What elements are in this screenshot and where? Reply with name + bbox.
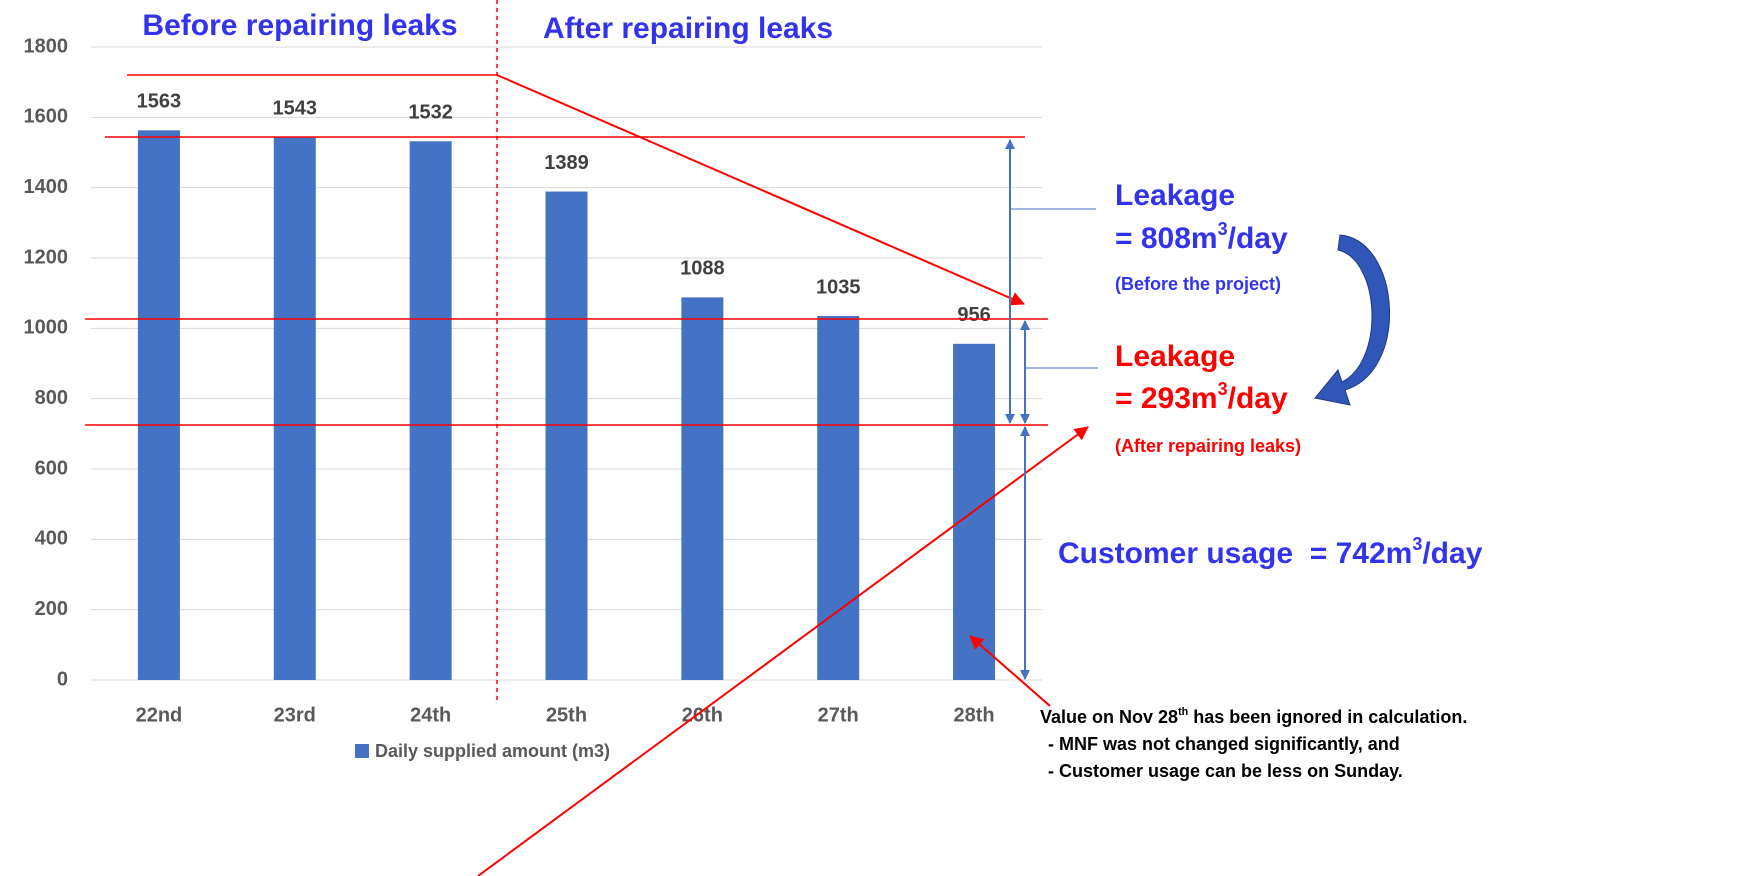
x-tick-label: 25th xyxy=(546,704,587,726)
bar xyxy=(681,297,724,680)
leakage-value: = 293m3/day xyxy=(1115,379,1288,415)
trend-arrow xyxy=(477,426,1089,876)
bar xyxy=(817,316,860,680)
bar xyxy=(409,141,452,680)
data-label: 1088 xyxy=(680,258,725,280)
data-label: 1035 xyxy=(816,276,861,298)
note-line: - MNF was not changed significantly, and xyxy=(1048,734,1400,754)
x-tick-label: 24th xyxy=(410,704,451,726)
x-tick-label: 26th xyxy=(682,704,723,726)
bar xyxy=(545,191,588,680)
note-line: - Customer usage can be less on Sunday. xyxy=(1048,761,1403,781)
data-label: 1543 xyxy=(273,98,318,120)
leakage-note: (After repairing leaks) xyxy=(1115,436,1301,456)
trend-arrow xyxy=(496,74,1025,306)
y-tick-label: 1800 xyxy=(24,35,69,57)
data-label: 956 xyxy=(957,304,990,326)
y-tick-label: 600 xyxy=(35,457,68,479)
bar xyxy=(137,130,180,681)
x-tick-label: 27th xyxy=(818,704,859,726)
data-label: 1532 xyxy=(408,102,453,124)
data-label: 1389 xyxy=(544,152,589,174)
y-tick-label: 1600 xyxy=(24,106,69,128)
note-arrow xyxy=(969,635,1051,707)
y-tick-label: 1400 xyxy=(24,176,69,198)
legend-swatch xyxy=(355,744,369,758)
y-tick-label: 200 xyxy=(35,598,68,620)
x-tick-label: 28th xyxy=(954,704,995,726)
y-tick-label: 0 xyxy=(57,668,68,690)
bar xyxy=(273,137,316,681)
leakage-label: Leakage xyxy=(1115,340,1235,373)
before-label: Before repairing leaks xyxy=(142,9,457,42)
y-tick-label: 1000 xyxy=(24,317,69,339)
y-tick-label: 400 xyxy=(35,528,68,550)
leakage-note: (Before the project) xyxy=(1115,274,1281,294)
curved-arrow xyxy=(1314,234,1391,406)
leakage-value: = 808m3/day xyxy=(1115,219,1288,255)
note-title: Value on Nov 28th has been ignored in ca… xyxy=(1040,706,1467,727)
leakage-label: Leakage xyxy=(1115,179,1235,212)
y-tick-label: 800 xyxy=(35,387,68,409)
data-label: 1563 xyxy=(137,91,182,113)
y-tick-label: 1200 xyxy=(24,246,69,268)
x-tick-label: 22nd xyxy=(136,704,183,726)
x-tick-label: 23rd xyxy=(274,704,316,726)
legend-label: Daily supplied amount (m3) xyxy=(375,741,610,761)
customer-usage: Customer usage = 742m3/day xyxy=(1058,534,1483,570)
after-label: After repairing leaks xyxy=(543,12,833,45)
